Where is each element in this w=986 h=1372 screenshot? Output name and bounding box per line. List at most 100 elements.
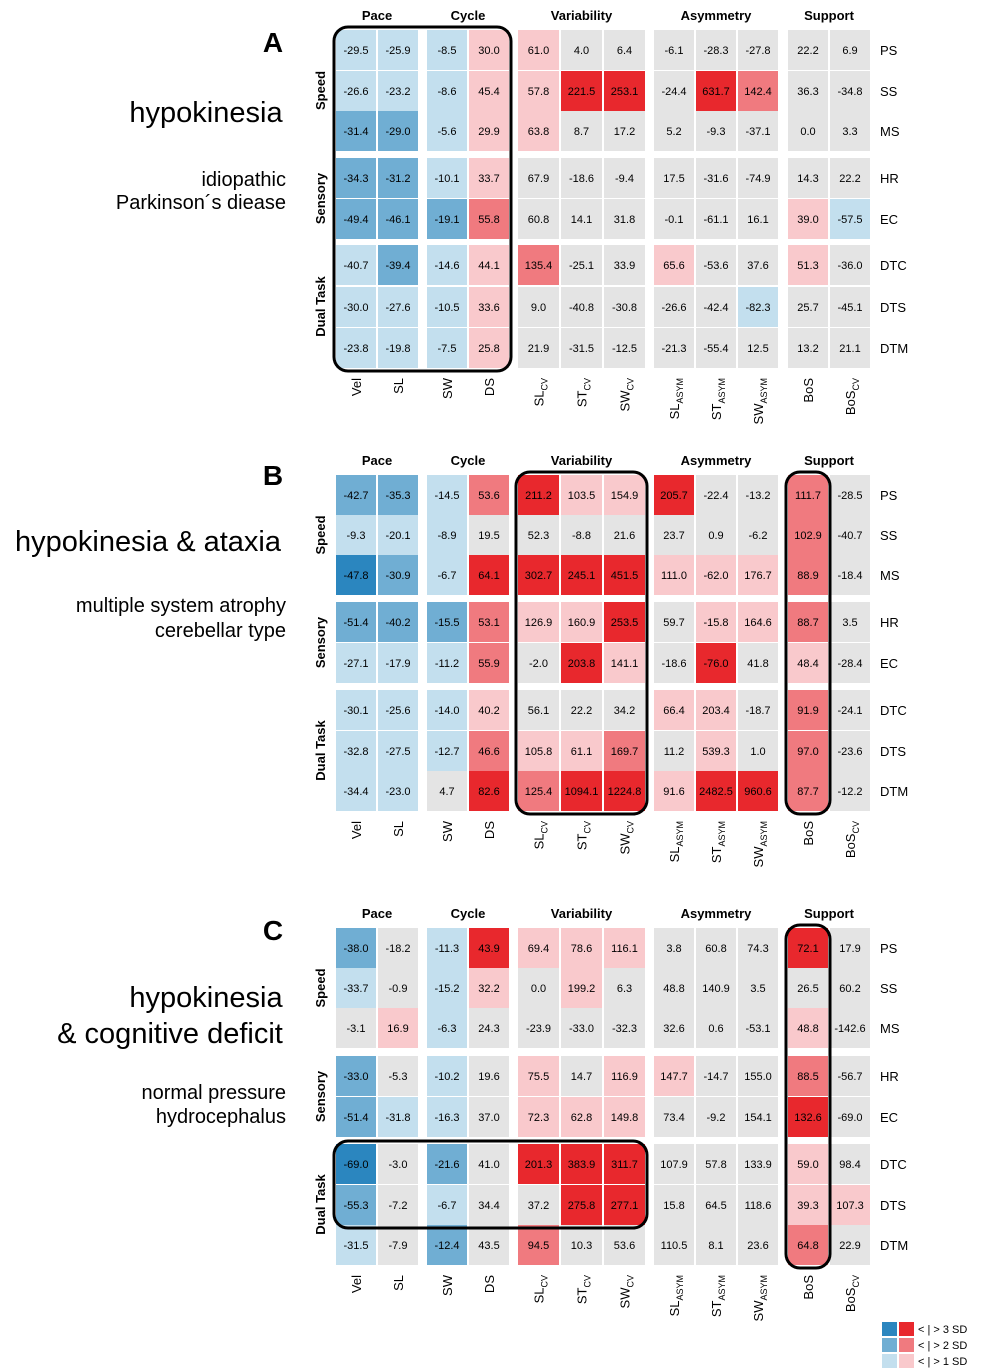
heatmap-cell: [469, 928, 509, 968]
panel-letter: B: [263, 460, 283, 491]
cell-value: 63.8: [528, 126, 549, 138]
cell-value: 36.3: [797, 86, 818, 98]
cell-value: 211.2: [525, 490, 552, 502]
heatmap-cell: [738, 602, 778, 642]
cell-value: 116.1: [611, 943, 638, 955]
cell-value: 23.7: [663, 530, 684, 542]
row-group-label: Dual Task: [313, 1174, 328, 1235]
heatmap-cell: [561, 731, 602, 771]
heatmap-cell: [427, 690, 467, 730]
cell-value: -26.6: [343, 86, 368, 98]
cell-value: -28.4: [837, 658, 862, 670]
cell-value: 154.1: [744, 1112, 772, 1124]
column-label: BoS: [801, 378, 816, 403]
heatmap-cell: [427, 643, 467, 683]
heatmap-cell: [654, 199, 694, 239]
heatmap-cell: [830, 1225, 870, 1265]
heatmap-cell: [561, 1056, 602, 1096]
cell-value: 94.5: [528, 1240, 549, 1252]
legend-label: < | > 2 SD: [918, 1340, 967, 1352]
cell-value: -40.2: [385, 617, 410, 629]
heatmap-cell: [518, 602, 559, 642]
cell-value: -27.1: [343, 658, 368, 670]
column-label-subscript: ASYM: [759, 1275, 769, 1301]
cell-value: 107.9: [660, 1159, 688, 1171]
cell-value: 11.2: [664, 746, 685, 758]
heatmap-cell: [427, 111, 467, 151]
heatmap-cell: [336, 731, 376, 771]
cell-value: -30.0: [343, 302, 368, 314]
heatmap-cell: [830, 71, 870, 111]
row-label: EC: [880, 1110, 898, 1125]
heatmap-cell: [654, 1097, 694, 1137]
cell-value: 102.9: [794, 530, 822, 542]
cell-value: 21.1: [839, 343, 860, 355]
cell-value: 199.2: [568, 983, 596, 995]
column-label-main: SL: [391, 1275, 406, 1291]
heatmap-cell: [654, 111, 694, 151]
cell-value: -69.0: [837, 1112, 862, 1124]
heatmap-cell: [788, 515, 828, 555]
column-label-subscript: CV: [583, 378, 593, 391]
heatmap-cell: [561, 1185, 602, 1225]
cell-value: -19.1: [434, 214, 459, 226]
cell-value: -7.9: [389, 1240, 408, 1252]
cell-value: 253.5: [611, 617, 639, 629]
panel-letter: C: [263, 915, 283, 946]
cell-value: 88.7: [797, 617, 818, 629]
cell-value: 39.0: [797, 214, 818, 226]
cell-value: -30.1: [343, 705, 368, 717]
group-label: Cycle: [451, 453, 486, 468]
group-label: Support: [804, 8, 854, 23]
heatmap-cell: [427, 968, 467, 1008]
cell-value: 111.0: [661, 570, 687, 582]
cell-value: -21.3: [661, 343, 686, 355]
heatmap-cell: [604, 1056, 645, 1096]
heatmap-cell: [469, 287, 509, 327]
cell-value: -20.1: [385, 530, 410, 542]
cell-value: 201.3: [525, 1159, 553, 1171]
column-label-subscript: CV: [583, 1275, 593, 1288]
cell-value: 9.0: [531, 302, 546, 314]
cell-value: -61.1: [703, 214, 728, 226]
column-label-subscript: ASYM: [759, 821, 769, 847]
heatmap-cell: [561, 555, 602, 595]
cell-value: -12.5: [612, 343, 637, 355]
column-label: SLASYM: [667, 821, 685, 862]
row-label: MS: [880, 124, 900, 139]
column-label-subscript: CV: [851, 378, 861, 391]
panel-subtitle: cerebellar type: [155, 620, 286, 642]
row-label: PS: [880, 941, 898, 956]
cell-value: 203.8: [568, 658, 596, 670]
column-label: SW: [440, 820, 455, 842]
cell-value: 17.9: [839, 943, 860, 955]
heatmap-cell: [518, 1225, 559, 1265]
column-label-main: ST: [709, 403, 724, 420]
heatmap-cell: [518, 1097, 559, 1137]
heatmap-cell: [696, 643, 736, 683]
column-label-main: SL: [667, 1301, 682, 1317]
cell-value: -18.4: [837, 570, 862, 582]
heatmap-cell: [604, 111, 645, 151]
cell-value: 133.9: [744, 1159, 772, 1171]
cell-value: 15.8: [663, 1200, 684, 1212]
row-label: DTM: [880, 784, 908, 799]
cell-value: 65.6: [663, 260, 684, 272]
cell-value: 32.2: [478, 983, 499, 995]
heatmap-cell: [788, 1144, 828, 1184]
column-label-main: DS: [482, 378, 497, 396]
heatmap-cell: [738, 1097, 778, 1137]
column-label-main: Vel: [349, 821, 364, 839]
heatmap-cell: [469, 1185, 509, 1225]
cell-value: -6.3: [438, 1023, 457, 1035]
column-label-subscript: ASYM: [675, 378, 685, 404]
column-label: BoS: [801, 821, 816, 846]
row-label: EC: [880, 656, 898, 671]
heatmap-cell: [738, 771, 778, 811]
row-label: HR: [880, 615, 899, 630]
legend-swatch-negative: [882, 1338, 897, 1352]
cell-value: 203.4: [702, 705, 730, 717]
cell-value: -30.8: [612, 302, 637, 314]
heatmap-cell: [427, 287, 467, 327]
column-label-main: ST: [575, 1287, 590, 1304]
